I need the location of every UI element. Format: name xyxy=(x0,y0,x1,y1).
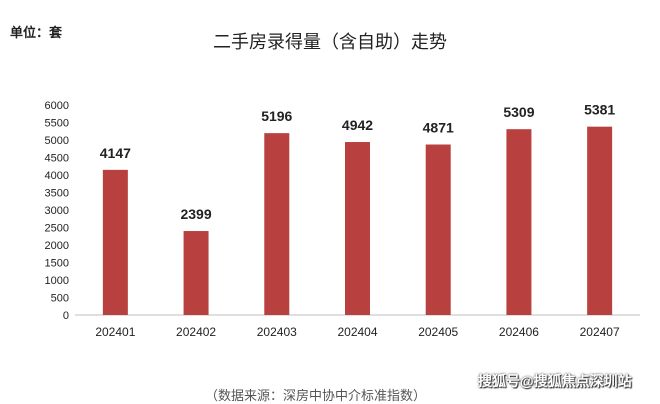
y-tick-label: 5500 xyxy=(45,118,69,130)
bar-value-label: 2399 xyxy=(180,206,211,222)
bar xyxy=(506,129,532,315)
bar xyxy=(183,231,209,315)
y-tick-label: 3000 xyxy=(45,205,69,217)
y-tick-label: 5000 xyxy=(45,135,69,147)
bar xyxy=(587,126,613,315)
unit-label: 单位：套 xyxy=(10,25,63,40)
x-tick-label: 202404 xyxy=(337,325,377,339)
y-tick-label: 0 xyxy=(63,310,69,322)
x-tick-label: 202407 xyxy=(580,325,620,339)
x-tick-label: 202401 xyxy=(95,325,135,339)
y-tick-label: 4500 xyxy=(45,153,69,165)
watermark: 搜狐号@搜狐焦点深圳站 xyxy=(478,373,632,389)
y-tick-label: 4000 xyxy=(45,170,69,182)
y-tick-label: 500 xyxy=(51,293,69,305)
y-tick-label: 1500 xyxy=(45,258,69,270)
x-tick-label: 202403 xyxy=(257,325,297,339)
bar xyxy=(345,142,370,315)
bar-value-label: 4147 xyxy=(100,145,131,161)
source-note: （数据来源：深房中协中介标准指数） xyxy=(205,388,427,403)
bar-value-label: 5381 xyxy=(584,102,615,118)
bar xyxy=(264,133,290,315)
y-tick-label: 1000 xyxy=(45,275,69,287)
x-tick-label: 202402 xyxy=(176,325,216,339)
bar xyxy=(102,169,128,315)
x-tick-label: 202405 xyxy=(418,325,458,339)
y-tick-label: 3500 xyxy=(45,188,69,200)
bar xyxy=(425,144,451,315)
x-tick-label: 202406 xyxy=(499,325,539,339)
y-tick-label: 2000 xyxy=(45,240,69,252)
bar-value-label: 4871 xyxy=(423,120,454,136)
bar-value-label: 4942 xyxy=(342,117,373,133)
bar-value-label: 5309 xyxy=(503,104,534,120)
y-tick-label: 6000 xyxy=(45,100,69,112)
bar-value-label: 5196 xyxy=(261,108,292,124)
y-tick-label: 2500 xyxy=(45,223,69,235)
chart-title: 二手房录得量（含自助）走势 xyxy=(213,32,447,53)
